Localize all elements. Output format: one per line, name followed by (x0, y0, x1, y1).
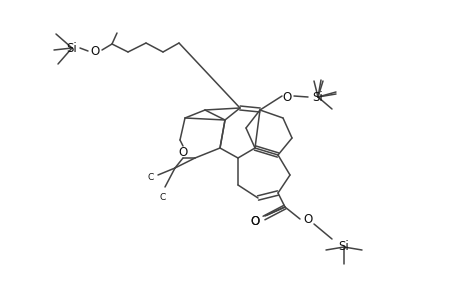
Text: O: O (303, 214, 312, 226)
Text: Si: Si (312, 91, 323, 103)
Text: O: O (90, 44, 100, 58)
Text: C: C (147, 172, 154, 182)
Text: O: O (250, 215, 259, 229)
Text: O: O (250, 215, 259, 229)
Text: Si: Si (338, 241, 349, 254)
Text: O: O (282, 91, 291, 103)
Text: Si: Si (67, 41, 77, 55)
Text: C: C (160, 193, 166, 202)
Text: O: O (178, 146, 187, 158)
